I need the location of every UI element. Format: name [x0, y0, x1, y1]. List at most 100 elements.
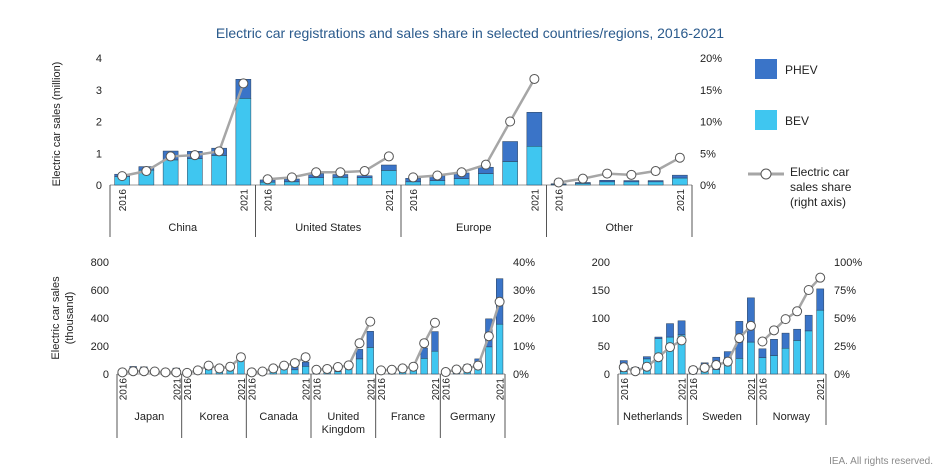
p1-phev-bar	[623, 180, 640, 183]
p2-share-marker	[246, 367, 257, 378]
legend-share-label-1: Electric car	[790, 165, 849, 179]
p1-share-marker	[238, 78, 249, 89]
p2-share-marker	[128, 366, 139, 377]
p2-bev-bar	[431, 350, 439, 375]
p1-bev-bar	[672, 177, 688, 186]
p2-region-label: Japan	[134, 411, 164, 423]
p2-share-marker	[322, 363, 333, 374]
p2-share-marker	[117, 367, 128, 378]
p1-share-marker	[408, 172, 419, 183]
p1-year-end-label: 2021	[676, 189, 687, 212]
legend-phev-swatch	[755, 59, 777, 79]
p1-share-marker	[480, 159, 491, 170]
p1-y-tick: 4	[96, 53, 102, 65]
p2-share-marker	[376, 365, 387, 376]
p3-share-marker	[630, 366, 641, 377]
p3-share-marker	[722, 356, 733, 367]
p1-phev-bar	[502, 141, 518, 162]
p3-share-marker	[618, 362, 629, 373]
p2-year-start-label: 2016	[183, 378, 194, 401]
p3-phev-bar	[666, 323, 674, 338]
p1-year-start-label: 2016	[409, 189, 420, 212]
p1-y2-tick: 5%	[700, 148, 716, 160]
panel2-y-axis-label-1: Electric car sales	[50, 276, 62, 360]
legend-bev-swatch	[755, 110, 777, 130]
p1-share-marker	[141, 166, 152, 177]
p1-bev-bar	[429, 180, 446, 186]
p2-year-end-label: 2021	[302, 378, 313, 401]
panel2-y-axis-label-2: (thousand)	[64, 292, 76, 345]
p2-bev-bar	[334, 371, 342, 375]
p3-y-tick: 200	[592, 257, 610, 269]
p1-share-marker	[311, 167, 322, 178]
p2-region-label: United	[327, 411, 359, 423]
p3-y2-tick: 0%	[834, 369, 850, 381]
p1-share-marker	[335, 167, 346, 178]
chart-title: Electric car registrations and sales sha…	[216, 25, 724, 41]
p3-phev-bar	[816, 288, 825, 311]
p1-share-marker	[383, 151, 394, 162]
p3-share-marker	[641, 361, 652, 372]
p1-phev-bar	[526, 112, 543, 147]
p1-bev-bar	[162, 159, 179, 186]
p2-region-label: Germany	[450, 411, 496, 423]
p2-share-marker	[354, 338, 365, 349]
p3-phev-bar	[781, 332, 790, 349]
p1-year-start-label: 2016	[264, 189, 275, 212]
legend-bev-label: BEV	[785, 114, 809, 128]
p3-bev-bar	[793, 340, 801, 375]
p1-share-marker	[602, 168, 613, 179]
p1-bev-bar	[211, 155, 227, 186]
p2-share-marker	[311, 364, 322, 375]
p2-share-marker	[451, 364, 462, 375]
p1-year-end-label: 2021	[385, 189, 396, 212]
p3-year-start-label: 2016	[620, 378, 631, 401]
p1-y2-tick: 20%	[700, 53, 722, 65]
p1-year-end-label: 2021	[239, 189, 250, 212]
p1-y2-tick: 15%	[700, 85, 722, 97]
p1-share-marker	[529, 73, 540, 84]
p1-share-marker	[262, 174, 273, 185]
p3-y2-tick: 75%	[834, 285, 856, 297]
p2-y2-tick: 40%	[513, 257, 535, 269]
p1-share-marker	[456, 167, 467, 178]
p2-share-marker	[300, 352, 311, 363]
p2-share-marker	[149, 366, 160, 377]
p1-region-label: Europe	[456, 222, 491, 234]
p3-region-label: Norway	[773, 411, 811, 423]
p1-region-label: Other	[605, 222, 633, 234]
p3-y-tick: 100	[592, 313, 610, 325]
p3-y2-tick: 50%	[834, 313, 856, 325]
p1-y-tick: 2	[96, 117, 102, 129]
p2-share-marker	[429, 317, 440, 328]
p2-share-marker	[192, 365, 203, 376]
p2-region-label: Kingdom	[322, 424, 365, 436]
p1-bev-bar	[187, 158, 203, 186]
p2-share-marker	[494, 296, 505, 307]
p1-bev-bar	[332, 177, 349, 186]
p3-share-marker	[803, 285, 814, 295]
p2-year-start-label: 2016	[312, 378, 323, 401]
p1-bev-bar	[308, 177, 324, 186]
p3-share-marker	[769, 325, 779, 336]
p2-share-marker	[171, 367, 182, 378]
p3-phev-bar	[654, 336, 663, 339]
p1-bev-bar	[356, 177, 373, 186]
p2-share-marker	[332, 362, 343, 372]
p3-share-marker	[815, 272, 826, 283]
p2-share-marker	[257, 366, 268, 377]
p3-share-marker	[757, 336, 768, 347]
p3-phev-bar	[758, 348, 767, 359]
p1-share-marker	[189, 150, 200, 161]
p2-year-start-label: 2016	[377, 378, 388, 401]
p1-phev-bar	[356, 175, 373, 178]
p3-phev-bar	[793, 328, 801, 341]
p2-year-start-label: 2016	[442, 378, 453, 401]
p3-phev-bar	[747, 297, 755, 343]
p2-share-marker	[462, 363, 473, 374]
p2-y-tick: 600	[91, 285, 109, 297]
p2-share-marker	[483, 331, 494, 342]
p2-share-marker	[473, 360, 484, 371]
p3-bev-bar	[735, 358, 744, 375]
p3-year-end-label: 2021	[816, 378, 827, 401]
